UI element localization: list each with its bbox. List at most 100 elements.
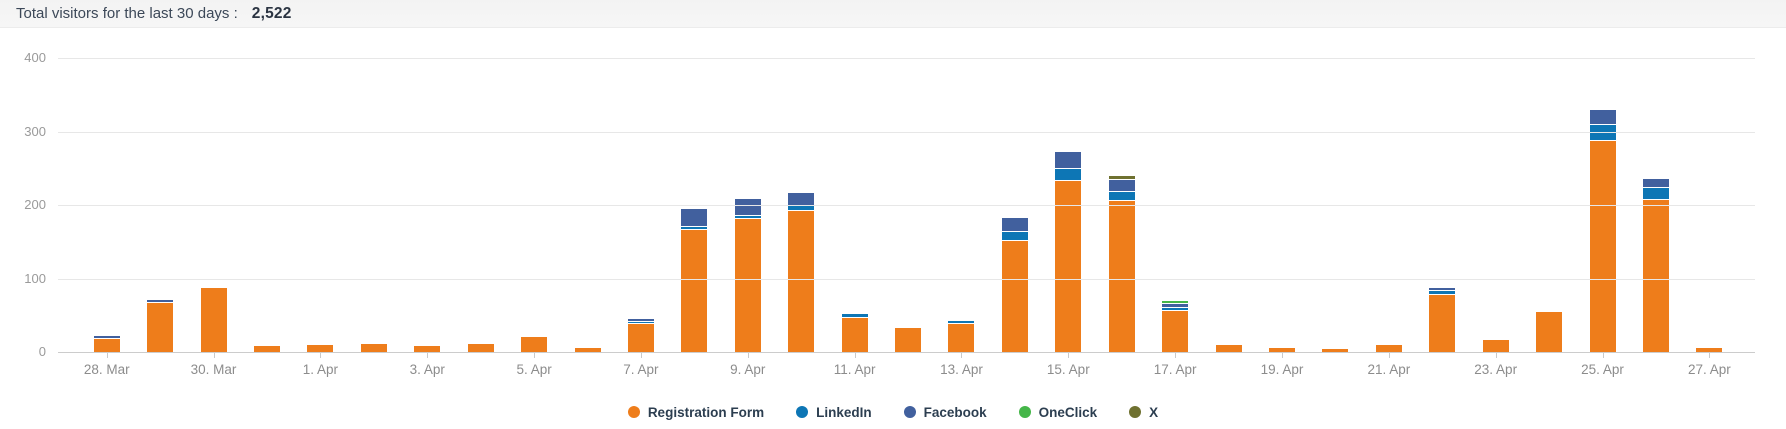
bar-segment-registration-form[interactable] xyxy=(307,345,334,352)
bar-segment-facebook[interactable] xyxy=(788,192,815,206)
bar-segment-facebook[interactable] xyxy=(1055,151,1082,168)
bar-segment-linkedin[interactable] xyxy=(1001,231,1028,241)
bar-segment-oneclick[interactable] xyxy=(1162,300,1189,304)
stacked-bar[interactable] xyxy=(1055,151,1082,352)
bar-segment-registration-form[interactable] xyxy=(1055,180,1082,352)
stacked-bar[interactable] xyxy=(1322,349,1349,352)
stacked-bar[interactable] xyxy=(574,347,601,352)
bar-segment-registration-form[interactable] xyxy=(253,346,280,352)
stacked-bar[interactable] xyxy=(627,319,654,352)
bar-segment-registration-form[interactable] xyxy=(147,302,174,352)
bar-segment-linkedin[interactable] xyxy=(1642,187,1669,199)
bar-segment-registration-form[interactable] xyxy=(93,338,120,352)
bar-segment-linkedin[interactable] xyxy=(788,206,815,210)
bar-segment-linkedin[interactable] xyxy=(1055,168,1082,180)
bar-segment-facebook[interactable] xyxy=(1108,179,1135,191)
bar-segment-registration-form[interactable] xyxy=(200,288,227,352)
legend-item-linkedin[interactable]: LinkedIn xyxy=(796,405,872,420)
stacked-bar[interactable] xyxy=(414,346,441,352)
stacked-bar[interactable] xyxy=(948,320,975,352)
bar-segment-registration-form[interactable] xyxy=(360,343,387,352)
legend-item-registration-form[interactable]: Registration Form xyxy=(627,405,764,420)
bar-segment-registration-form[interactable] xyxy=(681,230,708,352)
bar-segment-facebook[interactable] xyxy=(93,336,120,338)
bar-segment-linkedin[interactable] xyxy=(1108,191,1135,201)
legend-item-oneclick[interactable]: OneClick xyxy=(1018,405,1097,420)
bar-segment-linkedin[interactable] xyxy=(627,321,654,324)
bar-segment-linkedin[interactable] xyxy=(1429,290,1456,294)
stacked-bar[interactable] xyxy=(1642,178,1669,352)
bar-segment-facebook[interactable] xyxy=(734,199,761,215)
stacked-bar[interactable] xyxy=(93,336,120,352)
stacked-bar[interactable] xyxy=(1696,348,1723,352)
bar-segment-registration-form[interactable] xyxy=(1108,201,1135,352)
bar-segment-registration-form[interactable] xyxy=(1322,349,1349,352)
bar-segment-registration-form[interactable] xyxy=(841,318,868,352)
x-axis-label: 11. Apr xyxy=(833,362,876,377)
bar-segment-registration-form[interactable] xyxy=(521,336,548,352)
bar-segment-registration-form[interactable] xyxy=(734,218,761,352)
bar-segment-registration-form[interactable] xyxy=(1536,312,1563,352)
bar-segment-registration-form[interactable] xyxy=(1482,340,1509,352)
bar-segment-linkedin[interactable] xyxy=(948,320,975,324)
bar-segment-registration-form[interactable] xyxy=(1215,345,1242,352)
stacked-bar[interactable] xyxy=(1215,345,1242,352)
stacked-bar[interactable] xyxy=(253,346,280,352)
legend-item-facebook[interactable]: Facebook xyxy=(903,405,987,420)
bar-segment-facebook[interactable] xyxy=(1589,110,1616,125)
bar-segment-registration-form[interactable] xyxy=(414,346,441,352)
bar-segment-registration-form[interactable] xyxy=(1162,310,1189,352)
stacked-bar[interactable] xyxy=(1268,348,1295,352)
stacked-bar[interactable] xyxy=(360,343,387,352)
stacked-bar[interactable] xyxy=(841,314,868,352)
stacked-bar[interactable] xyxy=(1375,345,1402,352)
day-column xyxy=(881,58,934,352)
bars-row: 28. Mar 30. Mar 1. Apr 3. Apr 5. Apr 7. Apr 9.… xyxy=(80,58,1736,377)
stacked-bar[interactable] xyxy=(1001,218,1028,352)
bar-segment-facebook[interactable] xyxy=(1429,288,1456,290)
stacked-bar[interactable] xyxy=(734,199,761,352)
bar-segment-facebook[interactable] xyxy=(1162,304,1189,307)
bar-segment-linkedin[interactable] xyxy=(734,215,761,218)
bar-segment-registration-form[interactable] xyxy=(1375,345,1402,352)
stacked-bar[interactable] xyxy=(1429,288,1456,352)
bar-segment-registration-form[interactable] xyxy=(1642,199,1669,352)
stacked-bar[interactable] xyxy=(467,343,494,352)
bar-segment-facebook[interactable] xyxy=(147,299,174,302)
stacked-bar[interactable] xyxy=(307,345,334,352)
bar-segment-x[interactable] xyxy=(1108,176,1135,179)
bar-segment-registration-form[interactable] xyxy=(788,210,815,352)
stacked-bar[interactable] xyxy=(1108,176,1135,352)
bar-segment-linkedin[interactable] xyxy=(1162,307,1189,310)
bar-segment-facebook[interactable] xyxy=(627,319,654,321)
bar-segment-registration-form[interactable] xyxy=(1001,241,1028,352)
bar-segment-registration-form[interactable] xyxy=(1429,294,1456,352)
bar-segment-registration-form[interactable] xyxy=(467,343,494,352)
bar-segment-facebook[interactable] xyxy=(1001,218,1028,231)
stacked-bar[interactable] xyxy=(1162,300,1189,352)
bar-segment-facebook[interactable] xyxy=(1642,178,1669,187)
bar-segment-linkedin[interactable] xyxy=(681,226,708,229)
stacked-bar[interactable] xyxy=(521,336,548,352)
bar-segment-linkedin[interactable] xyxy=(1589,125,1616,141)
bar-segment-registration-form[interactable] xyxy=(1268,348,1295,352)
bar-segment-registration-form[interactable] xyxy=(948,324,975,352)
stacked-bar[interactable] xyxy=(681,208,708,352)
bar-segment-registration-form[interactable] xyxy=(1589,141,1616,352)
stacked-bar[interactable] xyxy=(895,327,922,352)
stacked-bar[interactable] xyxy=(1589,110,1616,352)
stacked-bar[interactable] xyxy=(1536,312,1563,352)
bar-segment-registration-form[interactable] xyxy=(627,324,654,352)
bar-segment-registration-form[interactable] xyxy=(574,347,601,352)
stacked-bar[interactable] xyxy=(200,288,227,352)
stacked-bar[interactable] xyxy=(788,192,815,352)
bar-segment-facebook[interactable] xyxy=(681,208,708,226)
stacked-bar[interactable] xyxy=(147,299,174,352)
stacked-bar[interactable] xyxy=(1482,340,1509,352)
day-column xyxy=(133,58,186,352)
y-axis-label: 400 xyxy=(24,50,46,65)
legend-item-x[interactable]: X xyxy=(1129,405,1158,420)
bar-segment-registration-form[interactable] xyxy=(1696,348,1723,352)
bar-segment-linkedin[interactable] xyxy=(841,314,868,318)
bar-segment-registration-form[interactable] xyxy=(895,327,922,352)
